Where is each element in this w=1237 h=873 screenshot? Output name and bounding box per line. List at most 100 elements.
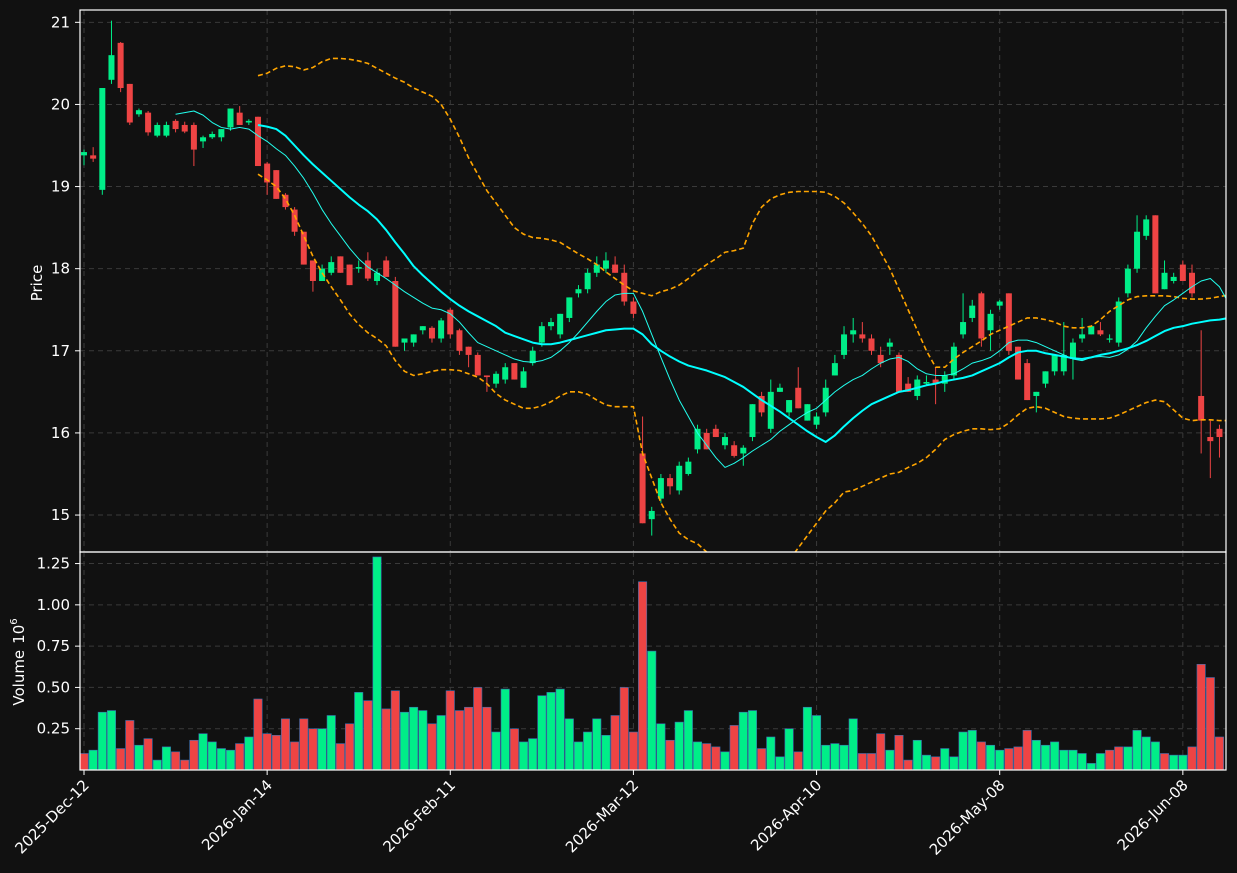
candle-body	[520, 371, 527, 388]
candle-body	[612, 264, 619, 273]
volume-bar	[235, 743, 245, 770]
volume-bar	[189, 739, 199, 770]
volume-bar	[747, 710, 757, 770]
volume-bar	[628, 731, 638, 770]
volume-bar	[839, 744, 849, 770]
volume-bar	[454, 710, 464, 770]
volume-bar	[665, 739, 675, 770]
volume-bar	[116, 748, 126, 770]
volume-bar	[720, 751, 730, 770]
volume-bar	[583, 731, 593, 770]
volume-bar	[619, 687, 629, 770]
price-tick-label: 15	[51, 506, 70, 524]
volume-bar	[940, 748, 950, 770]
candle-body	[374, 272, 381, 281]
candle-body	[1042, 371, 1049, 384]
volume-bar	[995, 749, 1005, 770]
volume-bar	[949, 756, 959, 770]
volume-bar	[97, 711, 107, 770]
candle-body	[960, 322, 967, 335]
candle-body	[392, 281, 399, 347]
volume-bar	[464, 706, 474, 770]
candle-body	[831, 363, 838, 376]
volume-bar	[345, 723, 355, 770]
candle-body	[1207, 437, 1214, 442]
volume-bar	[573, 741, 583, 770]
volume-bar	[867, 753, 877, 770]
candle-body	[1079, 334, 1086, 339]
volume-bar	[363, 700, 373, 770]
volume-bar	[134, 744, 144, 770]
candle-body	[300, 231, 307, 265]
candle-body	[786, 400, 793, 413]
volume-bar	[857, 753, 867, 770]
volume-bar	[1196, 664, 1206, 770]
candle-body	[593, 264, 600, 273]
candle-body	[236, 112, 243, 125]
candle-body	[355, 267, 362, 269]
volume-bar	[876, 733, 886, 770]
candle-body	[767, 391, 774, 429]
candle-body	[1097, 330, 1104, 335]
volume-bar	[1178, 754, 1188, 770]
volume-bar	[729, 725, 739, 770]
candle-body	[126, 83, 133, 123]
volume-bar	[180, 759, 190, 770]
volume-bar	[106, 710, 116, 770]
candle-body	[227, 108, 234, 128]
candle-body	[1124, 268, 1131, 294]
volume-bar	[912, 739, 922, 770]
volume-bar	[711, 746, 721, 770]
candle-body	[703, 432, 710, 450]
volume-bar	[885, 749, 895, 770]
volume-bar	[326, 715, 336, 770]
volume-bar	[216, 748, 226, 770]
candle-body	[511, 363, 518, 380]
candle-body	[749, 404, 756, 438]
volume-bar	[500, 688, 510, 770]
candle-body	[99, 88, 106, 190]
candle-body	[1106, 338, 1113, 340]
candle-body	[181, 124, 188, 132]
volume-bar	[784, 728, 794, 770]
volume-bar	[921, 754, 931, 770]
candle-body	[648, 510, 655, 520]
candle-body	[850, 330, 857, 335]
volume-bar	[399, 711, 409, 770]
candle-body	[996, 301, 1003, 306]
volume-axis-scale: 10	[10, 625, 28, 644]
candle-body	[630, 301, 637, 314]
volume-bar	[1214, 736, 1224, 770]
volume-bar	[253, 698, 263, 770]
candle-body	[90, 155, 97, 159]
candle-body	[1088, 326, 1095, 335]
volume-bar	[967, 730, 977, 770]
volume-bar	[555, 688, 565, 770]
candle-body	[1015, 346, 1022, 380]
volume-bar	[1013, 746, 1023, 770]
volume-bar	[848, 718, 858, 770]
volume-bar	[1150, 741, 1160, 770]
volume-bar	[1205, 677, 1215, 770]
volume-bar	[335, 743, 345, 770]
volume-bar	[198, 733, 208, 770]
volume-bar	[1040, 744, 1050, 770]
candle-body	[1069, 342, 1076, 360]
candle-body	[1161, 272, 1168, 290]
volume-bar	[976, 741, 986, 770]
volume-bar	[171, 751, 181, 770]
price-tick-label: 20	[51, 95, 70, 113]
candle-body	[1179, 264, 1186, 281]
candle-body	[877, 354, 884, 364]
volume-bar	[528, 738, 538, 770]
candle-body	[428, 327, 435, 339]
candle-body	[108, 55, 115, 80]
candle-body	[172, 120, 179, 130]
volume-bar	[638, 581, 648, 770]
candle-body	[758, 395, 765, 413]
volume-axis-scale-exponent: 6	[9, 618, 20, 624]
volume-bar	[757, 748, 767, 770]
candle-body	[886, 342, 893, 347]
volume-bar	[647, 650, 657, 770]
volume-bar	[537, 695, 547, 770]
